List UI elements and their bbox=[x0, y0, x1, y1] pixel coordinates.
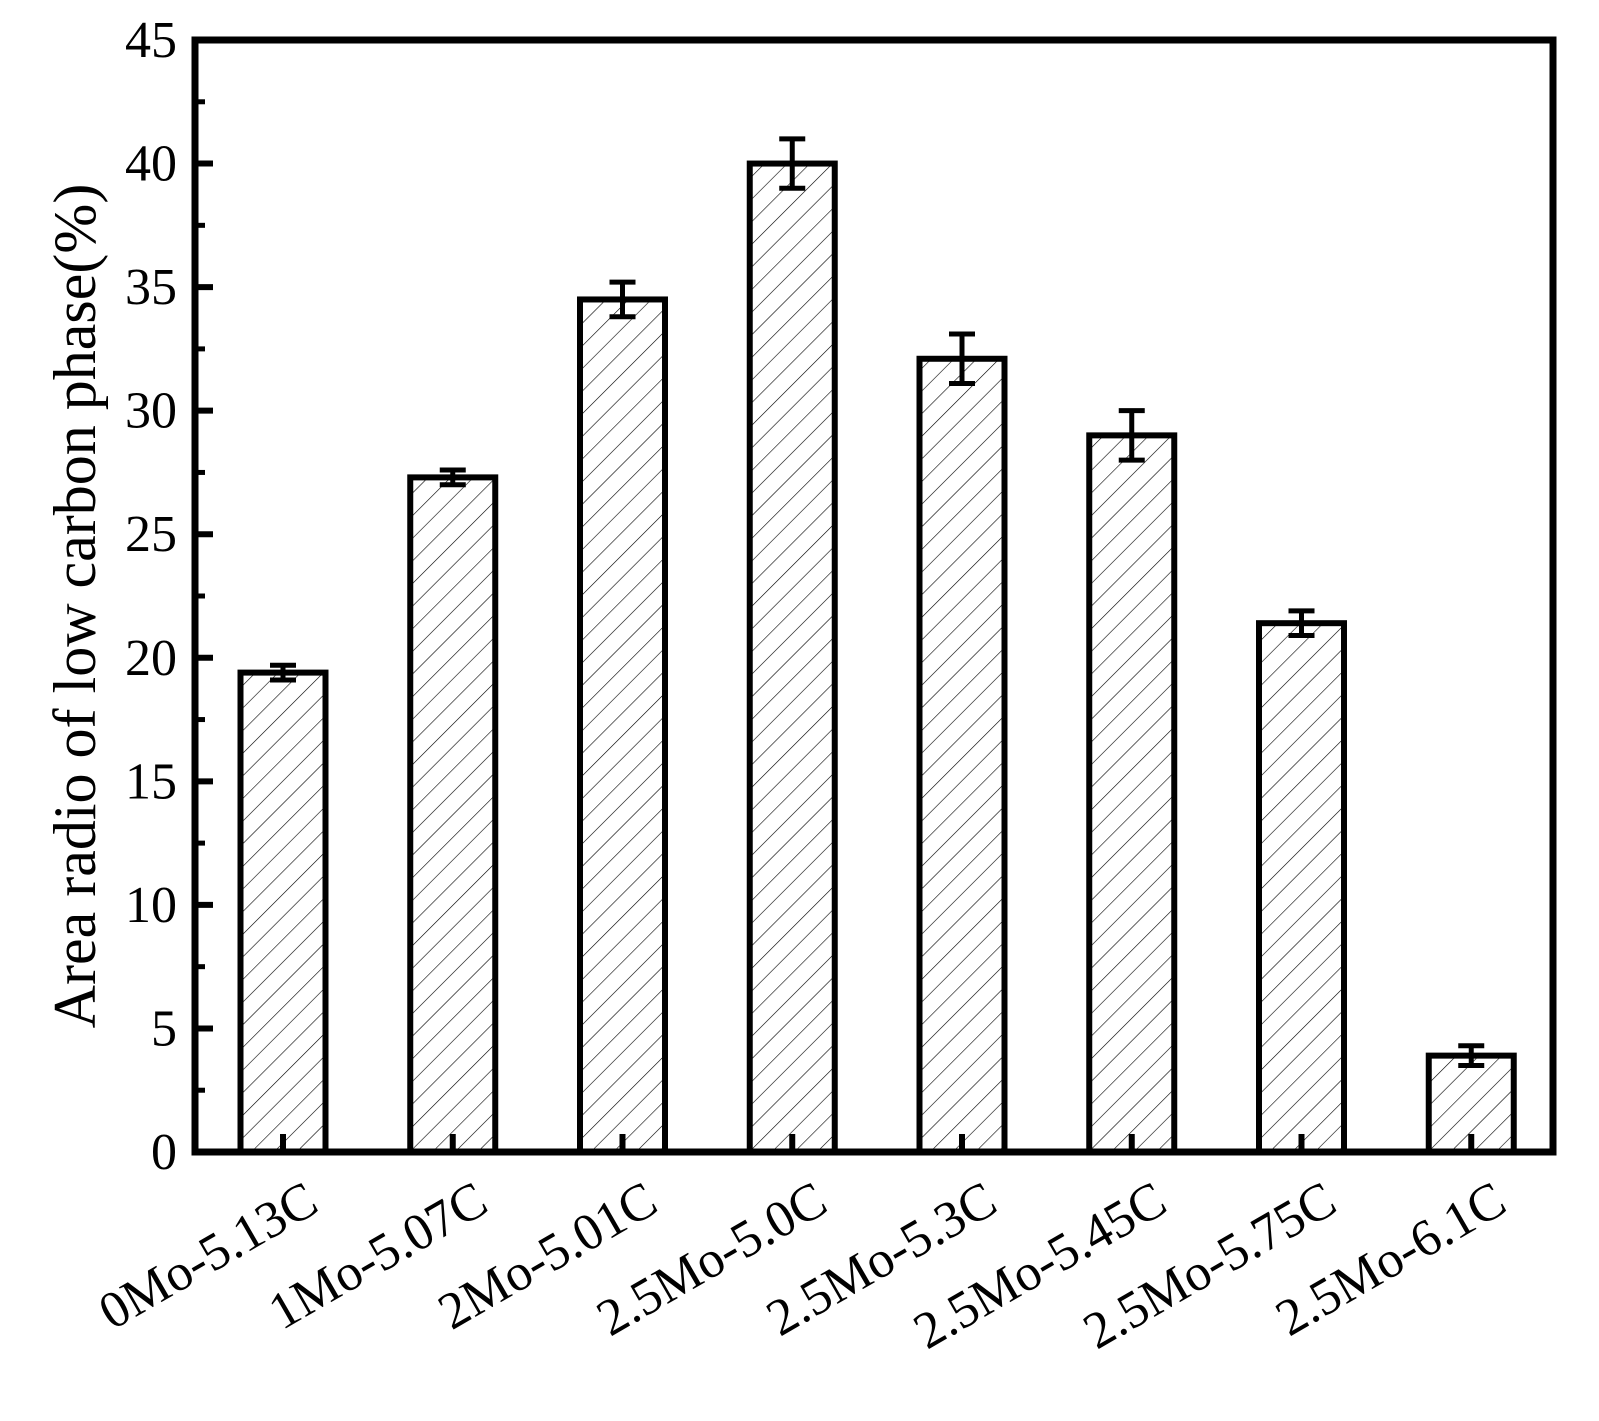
bar bbox=[1256, 620, 1347, 1155]
x-axis-category-labels: 0Mo-5.13C1Mo-5.07C2Mo-5.01C2.5Mo-5.0C2.5… bbox=[90, 1171, 1516, 1360]
error-bars bbox=[270, 136, 1485, 1069]
y-axis-ticks: 0 5 10 15 20 25 30 35 40 45 bbox=[125, 12, 213, 1181]
bars bbox=[237, 160, 1517, 1156]
y-tick-label: 20 bbox=[125, 630, 177, 687]
y-tick-label: 10 bbox=[125, 877, 177, 934]
bar bbox=[1086, 432, 1178, 1155]
y-tick-label: 40 bbox=[125, 136, 177, 193]
y-tick-label: 0 bbox=[151, 1124, 177, 1181]
y-tick-label: 45 bbox=[125, 12, 177, 69]
y-tick-label: 25 bbox=[125, 506, 177, 563]
bar bbox=[407, 474, 499, 1155]
y-tick-label: 5 bbox=[151, 1000, 177, 1057]
y-tick-label: 35 bbox=[125, 259, 177, 316]
bar bbox=[577, 296, 668, 1155]
bar bbox=[746, 160, 838, 1156]
bar bbox=[916, 355, 1008, 1156]
y-tick-label: 30 bbox=[125, 383, 177, 440]
plot-frame bbox=[191, 36, 1557, 1156]
y-tick-label: 15 bbox=[125, 753, 177, 810]
bar bbox=[237, 669, 329, 1155]
y-axis-title: Area radio of low carbon phase(%) bbox=[42, 184, 108, 1029]
